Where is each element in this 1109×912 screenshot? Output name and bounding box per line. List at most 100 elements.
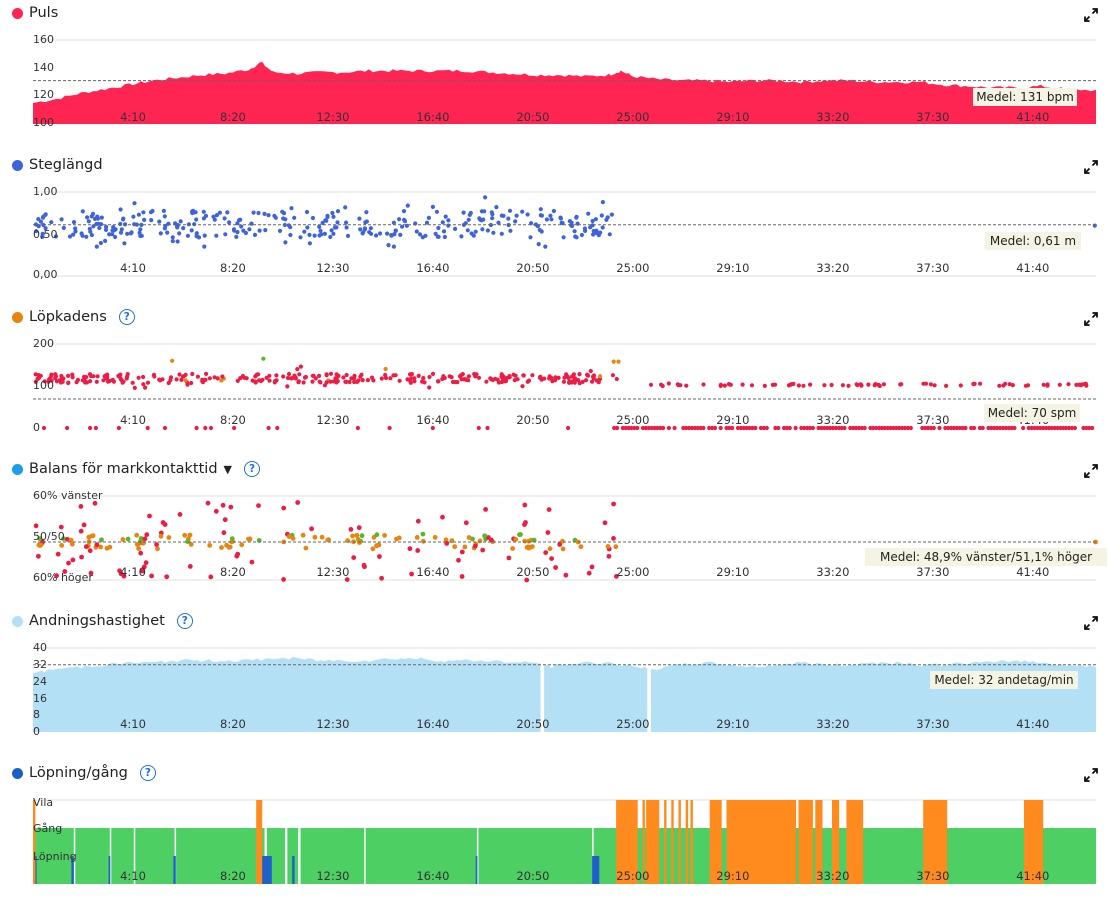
x-tick-label: 37:30 — [916, 869, 949, 883]
cadence-point — [891, 425, 896, 431]
caret-down-icon[interactable]: ▼ — [223, 462, 232, 476]
average-badge: Medel: 131 bpm — [976, 90, 1074, 104]
balance-point — [235, 551, 241, 557]
cadence-point — [371, 378, 376, 383]
y-tick-label: 32 — [33, 658, 47, 671]
stride-point — [161, 208, 166, 213]
cadence-point — [776, 425, 781, 431]
balance-point — [510, 546, 515, 551]
x-tick-label: 33:20 — [816, 717, 849, 731]
help-icon[interactable]: ? — [244, 461, 260, 477]
cadence-point — [672, 425, 677, 431]
cadence-point — [379, 376, 384, 381]
stride-point — [536, 242, 541, 247]
expand-icon[interactable] — [1084, 8, 1098, 22]
cadence-point — [42, 379, 47, 384]
balance-point — [605, 544, 611, 549]
plot-pulse[interactable]: 160 140 120 100 4:10 8:20 12:30 16:40 20:50 25:00… — [0, 0, 1109, 152]
activity-segment — [592, 856, 600, 884]
stride-point — [319, 232, 324, 237]
balance-point — [138, 550, 144, 556]
cadence-point — [349, 376, 354, 381]
balance-point — [303, 545, 309, 551]
cadence-point — [786, 383, 792, 388]
balance-point — [415, 518, 421, 524]
stride-point — [94, 244, 99, 249]
balance-point — [188, 542, 194, 547]
cadence-point — [928, 425, 934, 431]
cadence-point — [195, 374, 200, 379]
stride-point — [593, 217, 599, 222]
expand-icon[interactable] — [1084, 616, 1098, 630]
series-color-dot — [12, 615, 23, 627]
plot-stride[interactable]: 1,00 0,50 0,00 4:10 8:20 12:30 16:40 20:50 25:00… — [0, 152, 1109, 304]
cadence-point — [740, 382, 745, 387]
balance-point — [523, 520, 528, 525]
cadence-point — [253, 379, 258, 384]
cadence-point — [111, 379, 116, 384]
stride-point — [544, 217, 550, 222]
cadence-point — [902, 425, 908, 431]
cadence-point — [116, 425, 121, 431]
stride-point — [423, 233, 428, 238]
cadence-point — [1052, 425, 1057, 431]
cadence-point — [594, 378, 599, 383]
cadence-point — [310, 379, 315, 384]
stride-point — [263, 228, 268, 233]
plot-runwalk[interactable]: Vila Gång Löpning 4:10 8:20 12:30 16:40 20:50 25… — [0, 760, 1109, 912]
stride-point — [170, 239, 175, 244]
cadence-point — [1064, 425, 1069, 431]
expand-icon[interactable] — [1084, 464, 1098, 478]
cadence-point — [764, 425, 769, 431]
help-icon[interactable]: ? — [118, 309, 135, 325]
x-tick-label: 33:20 — [816, 869, 849, 883]
cadence-point — [899, 382, 904, 387]
x-tick-label: 33:20 — [816, 110, 849, 124]
expand-icon[interactable] — [1084, 768, 1098, 782]
plot-balance[interactable]: 60% vänster 50/50 60% höger 4:10 8:20 12:30 16… — [0, 456, 1109, 608]
cadence-point — [866, 382, 871, 387]
cadence-point — [274, 373, 279, 378]
stride-point — [369, 231, 374, 236]
series-color-dot — [12, 159, 23, 171]
help-icon[interactable]: ? — [139, 765, 156, 781]
balance-point — [432, 535, 438, 540]
stride-point — [485, 228, 490, 233]
x-tick-label: 8:20 — [220, 869, 246, 883]
average-badge: Medel: 0,61 m — [990, 234, 1076, 248]
plot-cadence[interactable]: 200 100 0 4:10 8:20 12:30 16:40 20:50 25:00 29:10… — [0, 304, 1109, 456]
plot-breath[interactable]: 40 32 24 16 8 0 4:10 8:20 12:30 16:40 20:50 25:00 29… — [0, 608, 1109, 760]
stride-point — [482, 209, 487, 214]
stride-point — [358, 227, 363, 232]
balance-point — [187, 564, 193, 569]
stride-point — [538, 207, 543, 212]
stride-point — [251, 210, 256, 215]
expand-icon[interactable] — [1084, 160, 1098, 174]
cadence-point — [232, 425, 237, 431]
stride-point — [378, 231, 383, 236]
stride-point — [607, 232, 612, 237]
activity-segment — [726, 800, 797, 884]
balance-point — [382, 533, 387, 538]
stride-point — [288, 232, 293, 238]
cadence-point — [853, 425, 859, 431]
data-gap — [298, 828, 301, 884]
cadence-point — [846, 383, 851, 388]
stride-point — [217, 210, 222, 215]
cadence-point — [793, 425, 798, 431]
cadence-point — [931, 425, 936, 431]
balance-point — [228, 504, 234, 510]
help-icon[interactable]: ? — [176, 613, 193, 629]
cadence-point — [833, 425, 839, 431]
stride-point — [38, 219, 44, 224]
cadence-point — [407, 372, 413, 377]
cadence-point — [66, 380, 71, 386]
cadence-point — [1023, 383, 1028, 388]
balance-point — [543, 550, 549, 555]
cadence-point — [267, 378, 272, 383]
balance-point — [79, 554, 84, 560]
cadence-point — [538, 374, 543, 379]
stride-point — [478, 217, 483, 222]
expand-icon[interactable] — [1084, 312, 1098, 326]
stride-point — [600, 225, 605, 230]
